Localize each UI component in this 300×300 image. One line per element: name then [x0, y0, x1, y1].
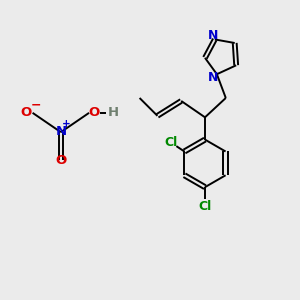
Text: N: N	[208, 29, 218, 42]
Text: Cl: Cl	[164, 136, 178, 149]
Text: H: H	[108, 106, 119, 119]
Text: O: O	[20, 106, 32, 119]
Text: N: N	[55, 125, 66, 138]
Text: −: −	[31, 99, 41, 112]
Text: +: +	[61, 119, 70, 129]
Text: Cl: Cl	[198, 200, 212, 213]
Text: O: O	[88, 106, 99, 119]
Text: O: O	[55, 154, 67, 167]
Text: N: N	[208, 71, 218, 84]
